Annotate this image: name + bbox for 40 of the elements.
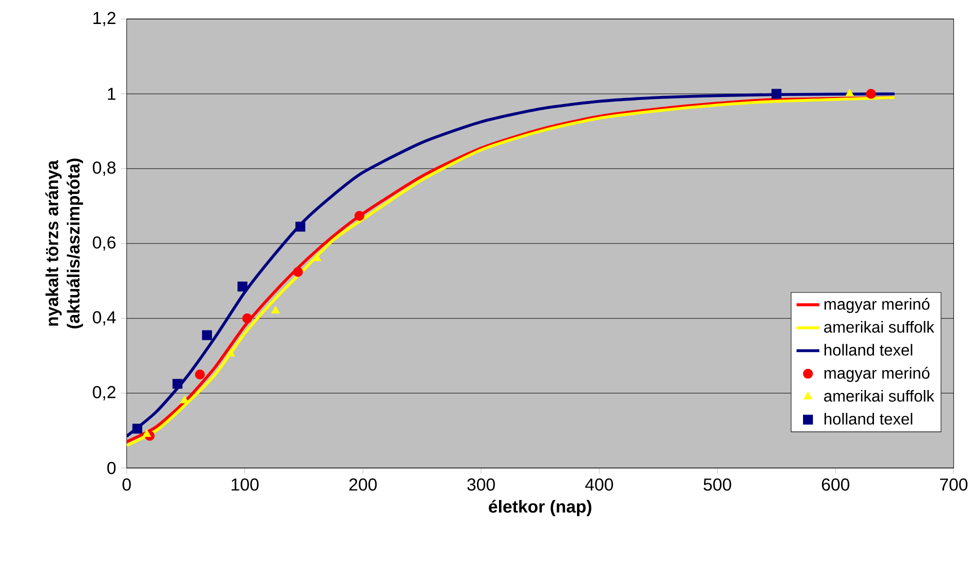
point [271, 306, 280, 314]
point [293, 267, 303, 277]
x-tick-label: 700 [940, 478, 968, 491]
point [142, 429, 152, 437]
y-tick-label: 1 [108, 88, 116, 100]
y-axis-title: nyakalt törzs aránya (aktuális/aszimptóta) [45, 158, 84, 328]
point [242, 313, 252, 324]
legend-label: magyar merinó [824, 366, 930, 382]
x-tick-label: 100 [232, 478, 259, 491]
legend-label: holland texel [824, 344, 912, 356]
point [866, 88, 876, 99]
point [132, 424, 142, 434]
legend-label: amerikai suffolk [824, 321, 934, 333]
legend-label: holland texel [824, 412, 912, 425]
x-axis-title: életkor (nap) [488, 500, 592, 516]
x-tick-label: 500 [704, 478, 732, 491]
y-tick-label: 0,2 [92, 386, 116, 400]
y-tick-label: 0,8 [92, 162, 116, 176]
point [202, 330, 212, 340]
x-tick-label: 400 [585, 478, 614, 491]
x-tick-label: 0 [122, 478, 131, 491]
x-tick-label: 200 [349, 478, 377, 491]
x-tick-label: 600 [822, 478, 850, 491]
y-tick-label: 0 [107, 462, 116, 474]
point [354, 210, 364, 221]
point [238, 282, 248, 292]
y-tick-label: 1,2 [93, 12, 116, 26]
point [772, 88, 782, 99]
y-tick-label: 0,4 [92, 311, 116, 326]
point [194, 370, 205, 380]
x-tick-label: 300 [467, 478, 495, 491]
point [226, 348, 235, 356]
point [312, 254, 322, 262]
point [180, 396, 189, 404]
point [172, 378, 182, 389]
legend-label: magyar merinó [824, 298, 930, 313]
point [295, 222, 306, 232]
y-tick-label: 0,6 [92, 236, 116, 251]
legend-label: amerikai suffolk [824, 390, 934, 402]
point [845, 88, 854, 96]
